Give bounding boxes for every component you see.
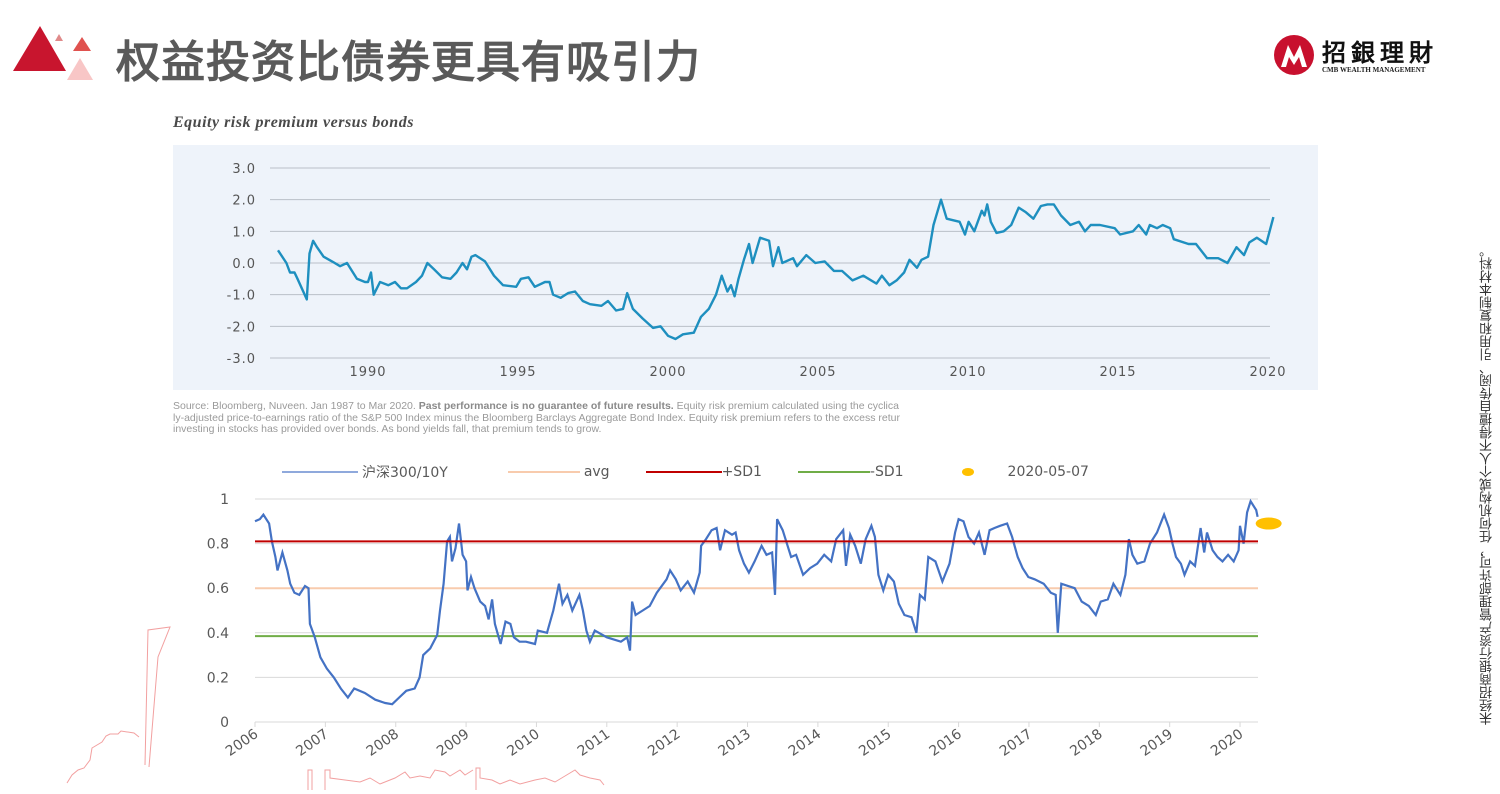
chart1-x-tick-label: 2015 — [1099, 365, 1136, 380]
legend-swatch-minus-sd1 — [797, 471, 870, 473]
chart1-x-tick-label: 1990 — [349, 365, 386, 380]
chart2-x-tick-label: 2008 — [364, 726, 402, 760]
chart2-x-tick-label: 2019 — [1138, 726, 1176, 760]
chart2-x-tick-label: 2006 — [223, 726, 261, 760]
chart1-y-tick-label: 0.0 — [232, 257, 256, 272]
chart2-x-tick-label: 2013 — [715, 726, 753, 760]
legend-label-avg: avg — [583, 464, 610, 480]
chart2-x-tick-label: 2014 — [786, 726, 824, 760]
legend-swatch-plus-sd1 — [645, 471, 722, 473]
skyline-decoration — [66, 626, 605, 790]
chart1-x-tick-label: 2010 — [949, 365, 986, 380]
source-suffix: Equity risk premium calculated using the… — [673, 401, 899, 412]
chart2-y-tick-label: 0.6 — [207, 581, 229, 597]
chart2-y-tick-label: 0 — [220, 715, 229, 731]
legend-swatch-date-point — [961, 468, 974, 476]
chart2-highlight-point — [1255, 517, 1282, 530]
chart1-x-tick-label: 1995 — [499, 365, 536, 380]
chart2-x-tick-label: 2007 — [293, 726, 331, 760]
chart2-x-tick-label: 2018 — [1067, 726, 1105, 760]
chart1-series-line — [276, 198, 1275, 341]
chart2-y-tick-label: 0.8 — [207, 537, 229, 553]
legend-label-minus-sd1: -SD1 — [869, 464, 904, 480]
chart2-x-tick-label: 2010 — [504, 726, 542, 760]
brand-triangles-icon — [13, 26, 93, 80]
chart1-y-tick-label: -1.0 — [227, 289, 256, 304]
chart2-y-tick-label: 0.2 — [207, 670, 229, 686]
chart1-y-tick-label: 2.0 — [232, 194, 256, 209]
chart1-equity-risk-premium: 3.0 2.0 1.0 0.0 -1.0 -2.0 -3.0 1990 1995 2000 2005… — [227, 162, 1286, 380]
chart2-x-tick-label: 2016 — [927, 726, 965, 760]
chart1-x-tick-label: 2020 — [1249, 365, 1286, 380]
legend-swatch-hs300 — [282, 471, 358, 473]
page-title: 权益投资比债券更具有吸引力 — [116, 37, 701, 88]
chart2-y-tick-label: 1 — [220, 492, 229, 508]
chart2-x-tick-label: 2009 — [434, 726, 472, 760]
source-line2: ly-adjusted price-to-earnings ratio of t… — [173, 411, 901, 424]
logo-chinese-name: 招銀理財 — [1322, 38, 1438, 67]
chart1-plot-background — [173, 145, 1318, 390]
chart1-y-tick-label: 3.0 — [232, 162, 256, 177]
chart2-x-tick-label: 2015 — [856, 726, 894, 760]
legend-swatch-avg — [507, 471, 580, 473]
cmb-logo-mark-icon — [1274, 35, 1314, 75]
chart2-x-tick-label: 2017 — [997, 726, 1035, 760]
chart1-x-tick-label: 2005 — [799, 365, 836, 380]
legend-label-plus-sd1: +SD1 — [721, 464, 762, 480]
chart1-title: Equity risk premium versus bonds — [173, 114, 414, 131]
source-line3: investing in stocks has provided over bo… — [173, 423, 602, 435]
chart2-x-tick-label: 2012 — [645, 726, 683, 760]
chart1-x-tick-label: 2000 — [649, 365, 686, 380]
logo-english-name: CMB WEALTH MANAGEMENT — [1322, 66, 1426, 74]
chart1-y-tick-label: 1.0 — [232, 225, 256, 240]
chart1-y-tick-label: -3.0 — [227, 352, 256, 367]
chart1-y-tick-label: -2.0 — [227, 320, 256, 335]
chart2-series-line — [254, 498, 1259, 706]
source-prefix: Source: Bloomberg, Nuveen. Jan 1987 to M… — [173, 401, 419, 412]
chart1-source-note: Source: Bloomberg, Nuveen. Jan 1987 to M… — [173, 401, 1318, 436]
legend-label-hs300: 沪深300/10Y — [362, 465, 448, 481]
chart2-y-tick-label: 0.4 — [207, 626, 229, 642]
source-disclaimer-bold: Past performance is no guarantee of futu… — [418, 401, 674, 412]
legend-label-date-point: 2020-05-07 — [1007, 464, 1089, 480]
chart2-x-tick-label: 2020 — [1208, 726, 1246, 760]
chart2-legend: 沪深300/10Y avg +SD1 -SD1 2020-05-07 — [282, 462, 1089, 482]
chart2-x-tick-label: 2011 — [575, 726, 613, 760]
